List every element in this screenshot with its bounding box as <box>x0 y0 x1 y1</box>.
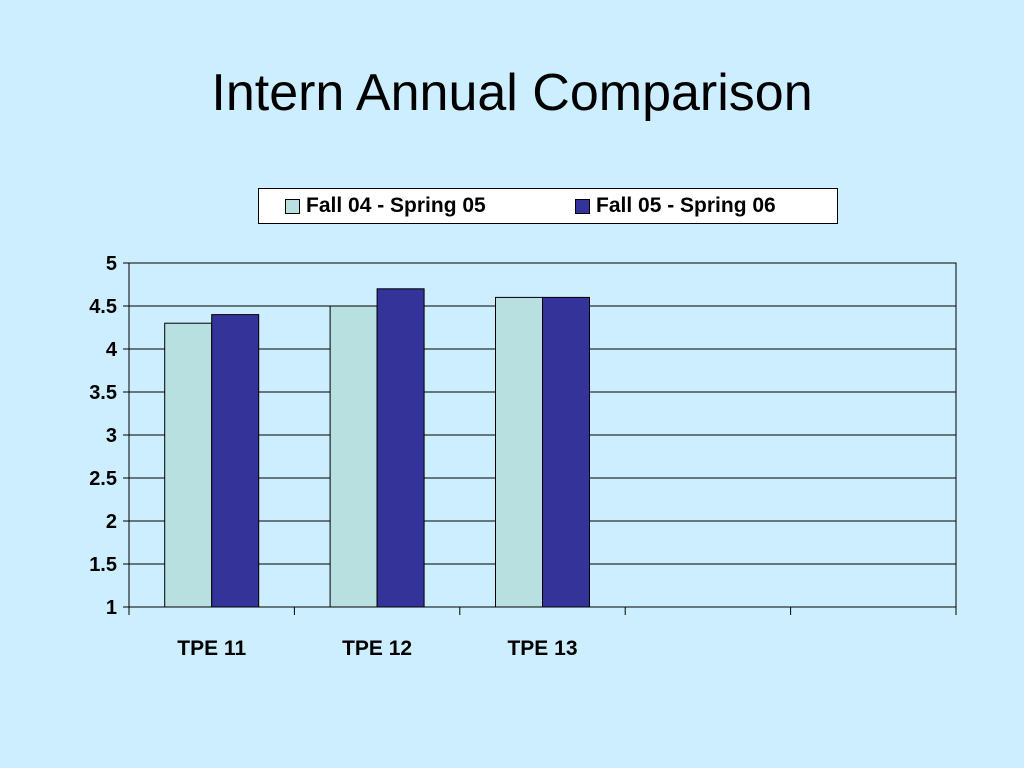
y-tick-label: 4.5 <box>89 296 117 318</box>
y-tick-label: 5 <box>106 253 117 275</box>
legend-item-series-1: Fall 04 - Spring 05 <box>285 189 486 223</box>
bar-series-2 <box>542 296 590 608</box>
x-category-label: TPE 12 <box>342 637 412 660</box>
plot-area <box>128 262 957 608</box>
x-category-label: TPE 13 <box>507 637 577 660</box>
y-tick-label: 3.5 <box>89 382 117 404</box>
y-tick-label: 2 <box>106 511 117 533</box>
legend-label-series-1: Fall 04 - Spring 05 <box>306 194 486 217</box>
bar-series-2 <box>211 314 260 608</box>
bar-series-2 <box>376 288 425 608</box>
chart-legend: Fall 04 - Spring 05 Fall 05 - Spring 06 <box>258 188 838 224</box>
y-tick-label: 1 <box>106 597 117 619</box>
y-tick-label: 3 <box>106 425 117 447</box>
y-tick-label: 1.5 <box>89 554 117 576</box>
x-category-label: TPE 11 <box>177 637 246 660</box>
legend-label-series-2: Fall 05 - Spring 06 <box>596 194 776 217</box>
legend-item-series-2: Fall 05 - Spring 06 <box>575 189 776 223</box>
legend-swatch-series-2 <box>575 198 590 214</box>
y-tick-label: 4 <box>106 339 118 361</box>
bar-series-1 <box>495 296 543 608</box>
legend-swatch-series-1 <box>285 198 300 214</box>
y-tick-label: 2.5 <box>89 468 117 490</box>
bar-series-1 <box>164 322 213 608</box>
slide-title: Intern Annual Comparison <box>211 64 813 122</box>
bar-series-1 <box>329 305 378 608</box>
